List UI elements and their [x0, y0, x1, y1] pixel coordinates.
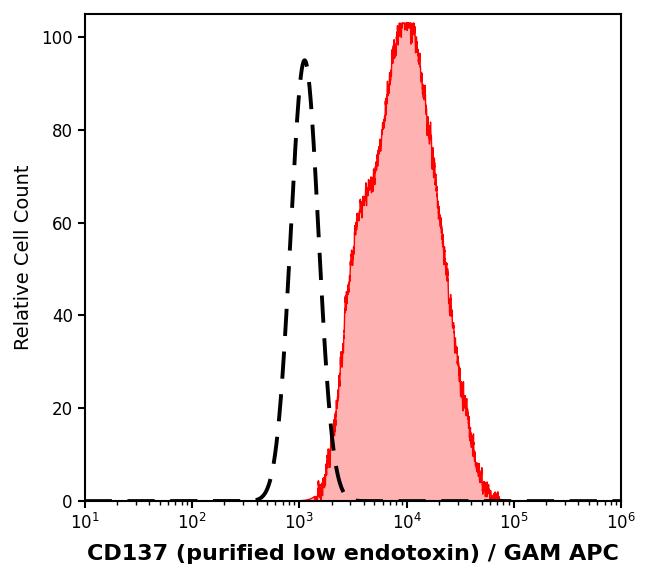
X-axis label: CD137 (purified low endotoxin) / GAM APC: CD137 (purified low endotoxin) / GAM APC — [87, 544, 619, 564]
Y-axis label: Relative Cell Count: Relative Cell Count — [14, 165, 33, 350]
